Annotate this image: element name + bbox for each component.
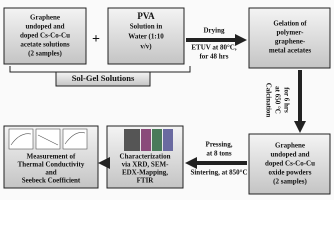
node-label: v/v) — [140, 43, 152, 51]
edge-label: ETUV at 80°C, — [191, 44, 237, 52]
edge-label: Drying — [204, 27, 226, 35]
node-label: metal acetates — [269, 47, 311, 55]
node-label: acetate solutions — [20, 41, 69, 49]
group-label: Sol-Gel Solutions — [72, 73, 135, 83]
node-label: polymer- — [277, 29, 305, 37]
node-label: Thermal Conductivity — [18, 161, 85, 169]
node-label: (2 samples) — [273, 178, 307, 186]
sem-images — [124, 129, 173, 151]
node-label: doped Cs-Co-Cu — [20, 32, 70, 40]
node-box — [248, 7, 331, 69]
edge-label: for 48 hrs — [199, 53, 228, 61]
node-label: via XRD, SEM- — [122, 161, 170, 169]
node-label: Characterization — [120, 153, 171, 161]
plus-sign: + — [92, 32, 100, 47]
edge-label: Sintering, at 850°C — [190, 169, 247, 177]
group-box — [55, 71, 151, 87]
node-label: FTIR — [137, 177, 155, 185]
node-label: (2 samples) — [28, 50, 62, 58]
node-box — [107, 7, 185, 65]
node-label: PVA — [137, 11, 155, 21]
node-label: EDX-Mapping, — [122, 169, 168, 177]
node-label: doped Cs-Co-Cu — [265, 160, 315, 168]
node-label: Graphene — [275, 142, 305, 150]
edge-label: Pressing, — [206, 141, 233, 149]
node-label: Solution in — [130, 23, 163, 31]
node-label: Measurement of — [27, 153, 76, 161]
edge-label: at 650 °C — [273, 86, 281, 114]
plot-thumbnails — [8, 128, 88, 150]
edge-label: Calcination — [264, 83, 272, 118]
node-label: graphene- — [275, 38, 306, 46]
node-label: undoped and — [25, 23, 64, 31]
node-label: Graphene — [30, 14, 60, 22]
node-label: oxide powders — [269, 169, 312, 177]
node-label: Seebeck Coefficient — [22, 177, 81, 185]
node-label: undoped and — [270, 151, 309, 159]
node-label: and — [45, 169, 56, 177]
node-label: Water (1:10 — [128, 33, 164, 41]
edge-label: at 8 tons — [206, 150, 232, 158]
edge-label: for 6 hrs — [282, 87, 290, 113]
node-box — [248, 133, 331, 195]
node-label: Gelation of — [273, 20, 307, 28]
node-box — [3, 7, 87, 65]
